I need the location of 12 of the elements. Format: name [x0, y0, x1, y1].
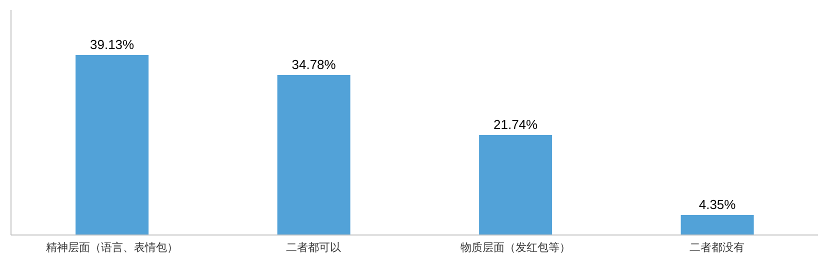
x-tick-label: 物质层面（发红包等）: [460, 240, 570, 254]
data-label: 34.78%: [292, 57, 336, 72]
x-tick-label: 二者都可以: [286, 240, 342, 254]
x-tick-label: 二者都没有: [690, 240, 745, 254]
bar: [479, 134, 552, 235]
x-tick-label: 精神层面（语言、表情包）: [46, 240, 178, 254]
data-label: 39.13%: [90, 37, 135, 52]
data-label: 21.74%: [494, 116, 538, 132]
bar: [277, 75, 350, 235]
bar: [76, 55, 149, 235]
bar: [680, 214, 754, 235]
data-label: 4.35%: [698, 196, 736, 212]
